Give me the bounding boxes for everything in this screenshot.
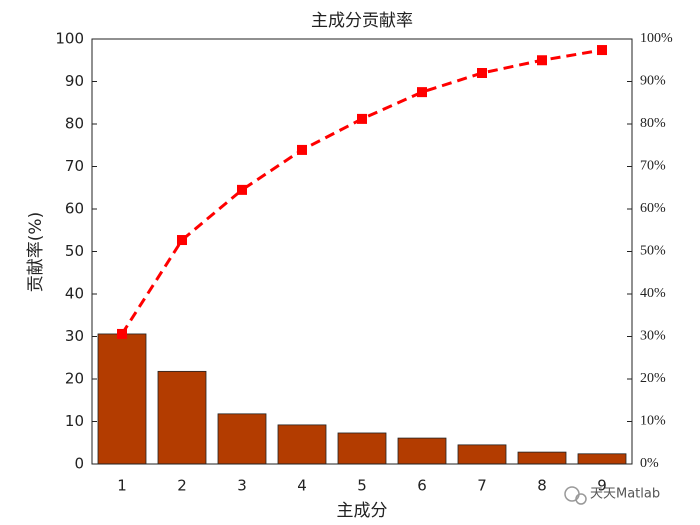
y-tick-label: 10 — [65, 412, 84, 430]
y2-tick-label: 40% — [640, 286, 666, 301]
line-marker — [597, 45, 607, 56]
x-axis-label: 主成分 — [337, 501, 388, 521]
y2-tick-label: 0% — [640, 456, 659, 471]
x-tick-label: 5 — [357, 477, 367, 495]
x-tick-label: 2 — [177, 477, 187, 495]
bar — [457, 444, 507, 465]
y-tick-label: 50 — [65, 242, 84, 260]
y-tick-label: 0 — [74, 455, 84, 473]
y2-tick-label: 60% — [640, 201, 666, 216]
plot-frame — [91, 38, 633, 465]
x-tick-label: 8 — [537, 477, 547, 495]
bar — [217, 413, 267, 465]
y2-tick-label: 80% — [640, 116, 666, 131]
y2-tick-label: 10% — [640, 414, 666, 429]
line-marker — [417, 87, 427, 98]
bar — [337, 432, 387, 465]
y-tick-label: 40 — [65, 285, 84, 303]
x-tick-label: 3 — [237, 477, 247, 495]
line-marker — [297, 144, 307, 155]
line-marker — [357, 113, 367, 124]
watermark: 天天Matlab — [590, 487, 660, 502]
bar — [397, 437, 447, 465]
y-tick-label: 90 — [65, 72, 84, 90]
y-tick-label: 70 — [65, 157, 84, 175]
y2-tick-label: 90% — [640, 74, 666, 89]
line-marker — [537, 55, 547, 66]
line-marker — [117, 328, 127, 339]
x-tick-label: 9 — [597, 477, 607, 495]
watermark-icon — [564, 486, 587, 505]
y2-tick-label: 70% — [640, 159, 666, 174]
cumulative-line — [120, 48, 603, 335]
bar — [277, 424, 327, 465]
bar — [517, 451, 567, 465]
y-tick-label: 60 — [65, 200, 84, 218]
line-marker — [237, 184, 247, 195]
bar — [157, 370, 207, 465]
x-tick-label: 1 — [117, 477, 127, 495]
y2-tick-label: 100% — [640, 31, 673, 46]
x-tick-label: 7 — [477, 477, 487, 495]
line-marker — [177, 235, 187, 246]
y-axis-label: 贡献率(%) — [26, 212, 46, 292]
line-marker — [477, 68, 487, 78]
y-tick-label: 20 — [65, 370, 84, 388]
bar — [577, 453, 627, 465]
x-tick-label: 4 — [297, 477, 307, 495]
bar — [97, 333, 147, 465]
y-tick-label: 100 — [55, 30, 84, 48]
x-tick-label: 6 — [417, 477, 427, 495]
y-tick-label: 80 — [65, 115, 84, 133]
y-tick-label: 30 — [65, 327, 84, 345]
chart-title: 主成分贡献率 — [311, 11, 413, 31]
y2-tick-label: 30% — [640, 329, 666, 344]
y2-tick-label: 20% — [640, 371, 666, 386]
y2-tick-label: 50% — [640, 244, 666, 259]
